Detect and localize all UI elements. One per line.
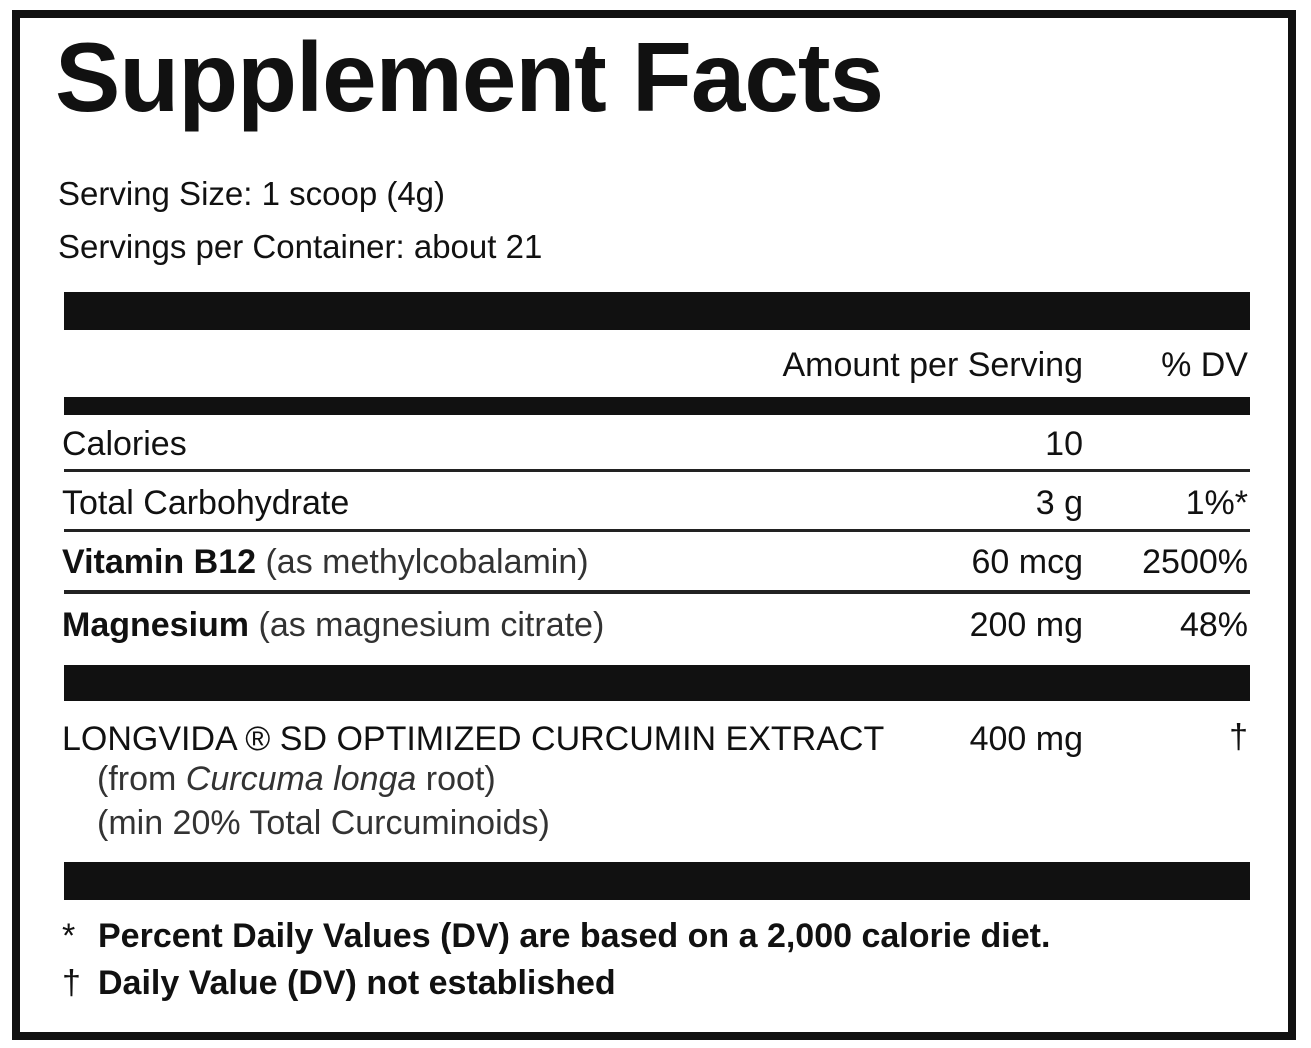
footnote: † Daily Value (DV) not established [62,966,616,1000]
blend-source-suffix: root) [425,760,496,798]
nutrient-amount: 3 g [1035,484,1083,522]
blend-name: LONGVIDA ® SD OPTIMIZED CURCUMIN EXTRACT [62,720,885,758]
divider-bar [64,292,1250,330]
row-rule [64,590,1250,594]
blend-standardization: (min 20% Total Curcuminoids) [97,804,550,842]
divider-bar [64,665,1250,701]
header-dv: % DV [1161,346,1248,384]
header-amount: Amount per Serving [782,346,1084,384]
nutrient-amount: 60 mcg [971,543,1084,581]
nutrient-dv: 2500% [1142,543,1248,581]
nutrient-name: Total Carbohydrate [62,484,350,522]
nutrient-source: (as magnesium citrate) [258,606,605,644]
nutrient-line: Magnesium (as magnesium citrate) [62,608,604,642]
nutrient-line: Vitamin B12 (as methylcobalamin) [62,545,589,579]
footnote-text: Daily Value (DV) not established [98,964,616,1002]
footnote-text: Percent Daily Values (DV) are based on a… [98,917,1051,955]
nutrient-amount: 200 mg [969,606,1083,644]
row-rule [64,469,1250,472]
nutrient-dv: 1%* [1185,484,1248,522]
divider-bar [64,862,1250,900]
nutrient-name: Calories [62,425,187,463]
blend-amount: 400 mg [969,720,1083,758]
nutrient-dv: 48% [1179,606,1248,644]
nutrient-amount: 10 [1045,425,1083,463]
footnote-symbol: † [62,964,81,1002]
blend-source: (from Curcuma longa root) [97,762,496,796]
footnote-symbol: * [62,917,76,955]
divider-bar [64,397,1250,415]
blend-dv: † [1229,718,1248,756]
title: Supplement Facts [55,22,884,132]
nutrient-source: (as methylcobalamin) [265,543,589,581]
blend-source-latin: Curcuma longa [185,760,417,798]
footnote: * Percent Daily Values (DV) are based on … [62,919,1050,953]
blend-source-prefix: (from [97,760,177,798]
nutrient-name: Magnesium [62,606,250,644]
row-rule [64,529,1250,532]
label-frame [12,10,1296,1040]
servings-per-container: Servings per Container: about 21 [58,228,543,265]
serving-size: Serving Size: 1 scoop (4g) [58,175,446,212]
nutrient-name: Vitamin B12 [62,543,257,581]
